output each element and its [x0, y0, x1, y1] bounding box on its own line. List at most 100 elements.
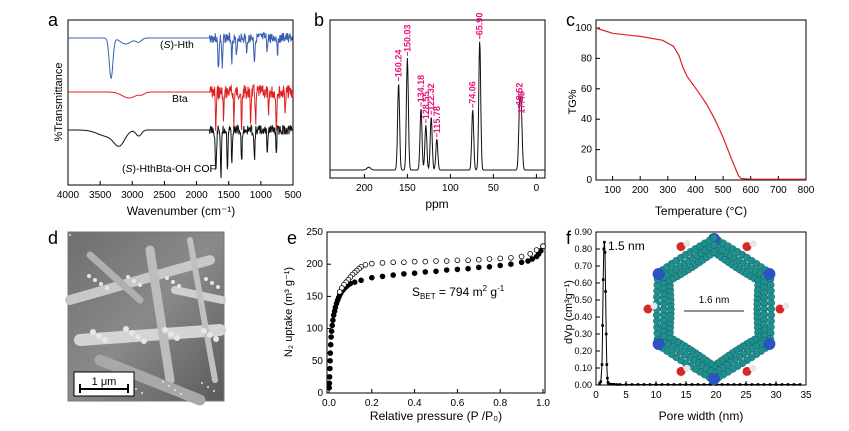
panel-letter-f: f: [566, 228, 572, 248]
adsorption-point: [327, 350, 334, 356]
sem-particle: [87, 274, 91, 278]
sem-particle: [105, 286, 109, 290]
xtick-label-c: 100: [604, 185, 621, 196]
panel-letter-a: a: [48, 10, 59, 30]
adsorption-point: [329, 322, 336, 329]
xtick-label-c: 300: [659, 185, 676, 196]
panel-b-frame: [329, 19, 546, 179]
panel-a-xlabel: Wavenumber (cm⁻¹): [127, 204, 236, 218]
inset-atom: [749, 364, 757, 372]
desorption-point: [527, 251, 533, 257]
sem-particle: [213, 390, 215, 392]
xtick-label-f: 30: [770, 390, 782, 401]
adsorption-point: [327, 365, 333, 372]
desorption-point: [390, 259, 397, 266]
xtick-label-b: 200: [356, 183, 373, 194]
inset-atom: [676, 366, 686, 376]
sem-particle: [99, 282, 103, 286]
adsorption-point: [390, 272, 397, 278]
pore-point: [774, 383, 778, 386]
desorption-point: [508, 254, 514, 261]
pore-point: [750, 383, 754, 386]
pore-point: [738, 383, 742, 386]
inset-atom: [676, 242, 686, 252]
adsorption-point: [465, 265, 471, 272]
sem-particle: [213, 336, 219, 342]
adsorption-point: [351, 279, 358, 286]
inset-atom: [775, 304, 785, 314]
adsorption-point: [368, 274, 375, 281]
pore-point: [604, 290, 607, 293]
adsorption-point: [328, 328, 335, 335]
adsorption-point: [433, 268, 439, 275]
xtick-label-f: 25: [740, 390, 752, 401]
peak-label-74.06: 74.06: [468, 81, 478, 104]
ytick-label-c: 100: [575, 23, 592, 34]
xtick-label-a: 3500: [89, 190, 112, 201]
panel-e-chart: 0.0 0.2 0.4 0.6 0.8 1.0 0 50 100 150 200 250 SBET =…: [283, 227, 550, 423]
desorption-point: [533, 247, 540, 253]
adsorption-point: [401, 271, 407, 277]
xtick-label-e: 0.0: [322, 398, 336, 409]
xtick-label-c: 800: [798, 185, 815, 196]
sem-particle: [90, 329, 96, 335]
pore-point: [603, 251, 607, 254]
sem-particle: [207, 332, 213, 338]
xtick-label-f: 35: [800, 390, 812, 401]
sem-particle: [102, 337, 108, 343]
adsorption-point: [411, 270, 418, 277]
adsorption-point: [327, 341, 334, 348]
pore-point: [615, 383, 619, 386]
adsorption-point: [518, 259, 525, 266]
ytick-label-c: 60: [581, 84, 593, 95]
pore-point: [600, 363, 604, 366]
nmr-curve: [330, 41, 545, 171]
desorption-point: [443, 258, 450, 264]
ytick-label-e: 50: [312, 356, 324, 367]
desorption-point: [454, 257, 461, 264]
desorption-point: [379, 260, 386, 266]
ytick-label-e: 150: [306, 291, 323, 302]
peak-label: 1.5 nm: [608, 239, 645, 253]
inset-atom: [742, 366, 752, 376]
sem-particle: [132, 279, 136, 283]
peak-label-115.78: 115.78: [432, 106, 442, 133]
panel-a-chart: 4000 3500 3000 2500 2000 1500 1000 500 %Transmi…: [53, 19, 302, 218]
ytick-label-f: 0.60: [574, 278, 592, 288]
adsorption-point: [508, 261, 514, 268]
sem-rod: [187, 237, 218, 383]
xtick-label-f: 5: [623, 390, 629, 401]
sem-rod: [94, 354, 206, 406]
panel-e-frame: [326, 231, 546, 394]
pore-point: [768, 383, 772, 386]
ytick-label-f: 0.00: [574, 380, 592, 390]
xtick-label-e: 0.4: [408, 398, 422, 409]
inset-atom: [650, 302, 658, 310]
pore-point: [601, 324, 604, 327]
xtick-label-a: 1500: [218, 190, 241, 201]
peak-label-150.03: 150.03: [402, 24, 412, 52]
pore-point: [732, 383, 736, 386]
panel-letter-d: d: [48, 228, 58, 248]
sem-particle: [129, 330, 135, 336]
sem-particle: [210, 281, 214, 285]
inset-atom: [710, 241, 718, 249]
ytick-label-f: 0.30: [574, 329, 592, 339]
inset-atom: [749, 240, 757, 248]
sem-particle: [174, 335, 180, 341]
adsorption-point: [326, 384, 333, 391]
ytick-label-c: 0: [586, 175, 592, 186]
xtick-label-e: 0.6: [450, 398, 464, 409]
adsorption-point: [422, 269, 429, 275]
pore-point: [618, 383, 622, 386]
panel-c-xlabel: Temperature (°C): [655, 204, 747, 218]
pore-point: [780, 383, 784, 386]
sem-particle: [168, 385, 170, 387]
pore-point: [798, 383, 802, 386]
xtick-label-e: 0.8: [493, 398, 507, 409]
inset-atom: [652, 268, 665, 280]
adsorption-point: [486, 263, 493, 270]
inset-atom: [652, 338, 665, 350]
peak-label-65.90: 65.90: [475, 13, 485, 36]
